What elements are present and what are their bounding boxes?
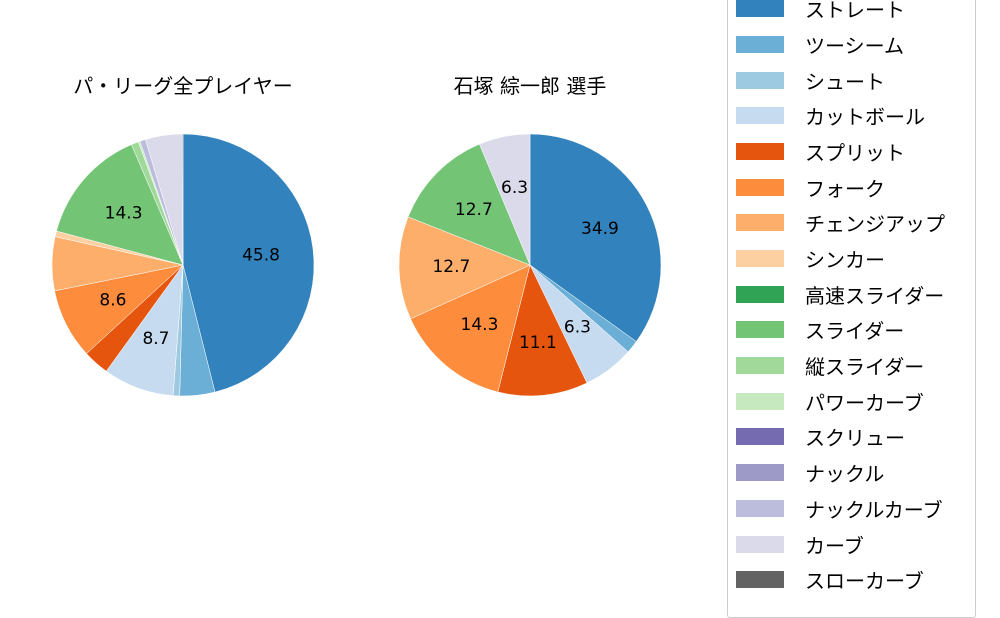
- legend-item-cutball: カットボール: [736, 105, 925, 129]
- slice-percent-label: 8.7: [142, 329, 169, 349]
- legend-label: 高速スライダー: [805, 283, 945, 308]
- pie-slice: [529, 133, 662, 342]
- legend-item-two-seam: ツーシーム: [736, 34, 904, 58]
- legend-swatch: [736, 249, 784, 267]
- pie-charts: 45.8 8.7 8.6 14.3 34.9 6.3 11.1 14.3 12.7 12.7 6.…: [51, 133, 662, 397]
- legend-item-fast-slider: 高速スライダー: [736, 284, 944, 308]
- legend-swatch: [736, 427, 784, 445]
- pie-slice: [56, 144, 184, 266]
- legend-item-knuckle-curve: ナックルカーブ: [736, 498, 943, 522]
- legend-label: ナックル: [805, 461, 885, 486]
- pie-slice: [497, 264, 588, 397]
- slice-percent-label: 8.6: [99, 291, 126, 311]
- legend-swatch: [736, 392, 784, 410]
- legend-swatch: [736, 178, 784, 196]
- legend-label: ツーシーム: [805, 33, 904, 58]
- pie-slice: [182, 133, 315, 393]
- slice-percent-label: 11.1: [519, 333, 557, 353]
- slice-percent-label: 6.3: [501, 178, 528, 198]
- legend-item-slider: スライダー: [736, 319, 904, 343]
- legend-label: スライダー: [805, 318, 905, 343]
- legend-item-slow-curve: スローカーブ: [736, 569, 924, 593]
- slice-percent-label: 14.3: [461, 315, 499, 335]
- legend: ストレート ツーシーム シュート カットボール スプリット フォーク チェンジア…: [727, 0, 976, 618]
- pie-slice: [181, 133, 184, 266]
- legend-swatch: [736, 356, 784, 374]
- legend-item-knuckle: ナックル: [736, 462, 884, 486]
- slice-percent-label: 14.3: [105, 204, 143, 224]
- pie-league: 45.8 8.7 8.6 14.3: [51, 133, 315, 397]
- legend-item-straight: ストレート: [736, 0, 905, 22]
- legend-swatch: [736, 320, 784, 338]
- legend-label: ナックルカーブ: [805, 497, 943, 522]
- legend-item-vertical-slider: 縦スライダー: [736, 355, 924, 379]
- pie-slice: [398, 216, 531, 320]
- legend-item-changeup: チェンジアップ: [736, 212, 945, 236]
- legend-swatch: [736, 35, 784, 53]
- legend-swatch: [736, 570, 784, 588]
- legend-swatch: [736, 71, 784, 89]
- legend-label: スプリット: [805, 140, 905, 165]
- legend-label: シンカー: [805, 247, 885, 272]
- legend-swatch: [736, 106, 784, 124]
- legend-item-screwball: スクリュー: [736, 426, 905, 450]
- legend-swatch: [736, 463, 784, 481]
- legend-item-shoot: シュート: [736, 70, 885, 94]
- legend-label: スローカーブ: [805, 568, 924, 593]
- pie-slice: [479, 133, 531, 266]
- legend-swatch: [736, 142, 784, 160]
- legend-label: シュート: [805, 69, 885, 94]
- chart-title-player: 石塚 綜一郎 選手: [453, 74, 607, 98]
- slice-percent-label: 12.7: [432, 257, 470, 277]
- legend-swatch: [736, 499, 784, 517]
- chart-title-league: パ・リーグ全プレイヤー: [73, 74, 293, 98]
- legend-item-fork: フォーク: [736, 177, 885, 201]
- legend-label: ストレート: [805, 0, 905, 22]
- slice-percent-label: 45.8: [242, 245, 280, 265]
- slice-percent-label: 6.3: [564, 318, 591, 338]
- legend-label: カットボール: [805, 104, 925, 129]
- legend-swatch: [736, 535, 784, 553]
- slice-percent-label: 12.7: [455, 200, 493, 220]
- pie-player: 34.9 6.3 11.1 14.3 12.7 12.7 6.3: [398, 133, 662, 397]
- legend-swatch: [736, 213, 784, 231]
- legend-swatch: [736, 0, 784, 17]
- legend-label: パワーカーブ: [805, 390, 924, 415]
- legend-item-power-curve: パワーカーブ: [736, 391, 924, 415]
- legend-item-split: スプリット: [736, 141, 905, 165]
- legend-label: 縦スライダー: [805, 354, 925, 379]
- slice-percent-label: 34.9: [581, 219, 619, 239]
- legend-label: フォーク: [805, 176, 885, 201]
- pie-slice: [407, 143, 531, 266]
- legend-swatch: [736, 285, 784, 303]
- legend-item-curve: カーブ: [736, 534, 864, 558]
- legend-label: チェンジアップ: [805, 211, 945, 236]
- legend-item-sinker: シンカー: [736, 248, 885, 272]
- legend-label: スクリュー: [805, 425, 905, 450]
- pie-slice: [410, 264, 531, 393]
- legend-label: カーブ: [805, 533, 864, 558]
